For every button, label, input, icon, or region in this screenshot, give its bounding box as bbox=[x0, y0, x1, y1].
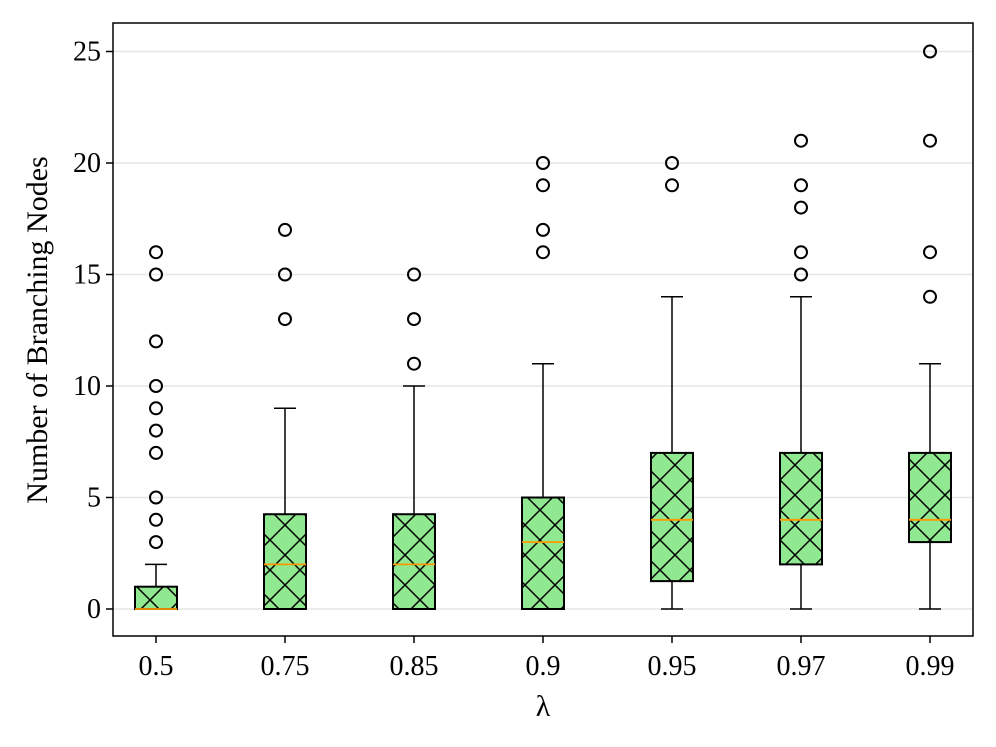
box-group-0.75 bbox=[263, 222, 307, 610]
x-tick-label: 0.75 bbox=[261, 651, 310, 682]
box-group-0.85 bbox=[392, 267, 436, 610]
box-group-0.9 bbox=[521, 156, 565, 610]
y-axis-label: Number of Branching Nodes bbox=[21, 156, 54, 503]
outlier-point bbox=[794, 178, 808, 193]
outlier-point bbox=[923, 44, 937, 59]
box-group-0.97 bbox=[779, 133, 823, 610]
outlier-point bbox=[149, 334, 163, 349]
y-tick-label: 15 bbox=[73, 260, 101, 291]
outlier-point bbox=[536, 245, 550, 260]
outlier-point bbox=[794, 200, 808, 215]
outlier-point bbox=[665, 178, 679, 193]
outlier-point bbox=[149, 245, 163, 260]
box-group-0.99 bbox=[908, 44, 952, 610]
x-tick-label: 0.5 bbox=[139, 651, 174, 682]
axes: 0 5 10 15 20 25 0.5 0.75 0.85 0.9 0.95 0.97 0.99 bbox=[73, 37, 955, 683]
y-tick-label: 20 bbox=[73, 148, 101, 179]
iqr-box bbox=[263, 513, 307, 610]
outlier-point bbox=[536, 156, 550, 170]
outlier-point bbox=[536, 222, 550, 237]
x-tick-label: 0.9 bbox=[526, 651, 561, 682]
iqr-box bbox=[650, 451, 694, 583]
outlier-point bbox=[665, 156, 679, 170]
iqr-box bbox=[392, 513, 436, 610]
y-tick-label: 5 bbox=[87, 483, 101, 514]
box-group-0.95 bbox=[650, 156, 694, 610]
iqr-box bbox=[779, 451, 823, 566]
y-tick-label: 25 bbox=[73, 37, 101, 68]
outlier-point bbox=[794, 245, 808, 260]
x-tick-label: 0.99 bbox=[906, 651, 955, 682]
outlier-point bbox=[923, 289, 937, 304]
outlier-point bbox=[149, 490, 163, 505]
outlier-point bbox=[407, 267, 421, 282]
outlier-point bbox=[407, 312, 421, 327]
y-tick-label: 10 bbox=[73, 371, 101, 402]
outlier-point bbox=[407, 356, 421, 371]
boxes bbox=[134, 44, 952, 611]
outlier-point bbox=[278, 267, 292, 282]
x-tick-label: 0.85 bbox=[390, 651, 439, 682]
outlier-point bbox=[278, 222, 292, 237]
outlier-point bbox=[149, 267, 163, 282]
outlier-point bbox=[149, 535, 163, 550]
box-group-0.5 bbox=[134, 245, 178, 611]
iqr-box bbox=[908, 451, 952, 544]
outlier-point bbox=[278, 312, 292, 327]
x-axis-label: λ bbox=[536, 690, 551, 723]
outlier-point bbox=[149, 423, 163, 438]
outlier-point bbox=[923, 245, 937, 260]
outlier-point bbox=[794, 267, 808, 282]
outlier-point bbox=[149, 379, 163, 393]
outlier-point bbox=[149, 401, 163, 416]
x-tick-label: 0.95 bbox=[648, 651, 697, 682]
outlier-point bbox=[794, 133, 808, 148]
outlier-point bbox=[536, 178, 550, 193]
outlier-point bbox=[149, 512, 163, 527]
outlier-point bbox=[149, 445, 163, 460]
x-tick-label: 0.97 bbox=[777, 651, 826, 682]
iqr-box bbox=[521, 496, 565, 610]
outlier-point bbox=[923, 133, 937, 148]
iqr-box bbox=[134, 585, 178, 611]
y-tick-label: 0 bbox=[87, 594, 101, 625]
